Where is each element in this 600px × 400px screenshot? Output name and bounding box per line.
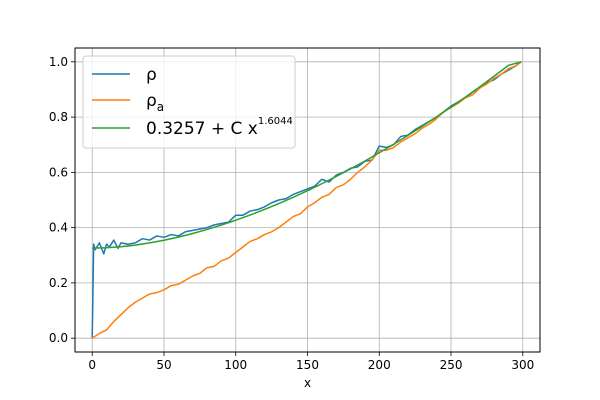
- legend-entry-rho: ρ: [92, 65, 157, 85]
- y-tick-label: 1.0: [49, 55, 68, 69]
- y-tick-label: 0.8: [49, 110, 68, 124]
- legend-label-fit: 0.3257 + C x1.6044: [146, 116, 293, 139]
- series-line-fit: [92, 61, 522, 249]
- x-tick-label: 300: [511, 358, 534, 372]
- ticks: 0 50 100 150 200 250 300 0.0 0.2 0.4 0.6 0.8 1.0: [49, 55, 534, 372]
- y-tick-label: 0.0: [49, 331, 68, 345]
- legend-entry-rho-a: ρa: [92, 91, 164, 114]
- x-tick-label: 100: [224, 358, 247, 372]
- x-tick-label: 150: [296, 358, 319, 372]
- legend-entry-fit: 0.3257 + C x1.6044: [92, 116, 293, 139]
- x-tick-label: 200: [368, 358, 391, 372]
- x-tick-label: 0: [88, 358, 96, 372]
- legend-label-rho-a: ρa: [146, 91, 164, 114]
- series-layer: [91, 61, 522, 339]
- y-tick-label: 0.6: [49, 165, 68, 179]
- legend: ρ ρa 0.3257 + C x1.6044: [82, 55, 296, 149]
- legend-label-rho: ρ: [146, 65, 157, 85]
- x-tick-label: 50: [156, 358, 171, 372]
- x-tick-label: 250: [440, 358, 463, 372]
- x-axis-label: x: [304, 376, 311, 390]
- y-tick-label: 0.4: [49, 221, 68, 235]
- y-tick-label: 0.2: [49, 276, 68, 290]
- legend-box: [82, 55, 296, 149]
